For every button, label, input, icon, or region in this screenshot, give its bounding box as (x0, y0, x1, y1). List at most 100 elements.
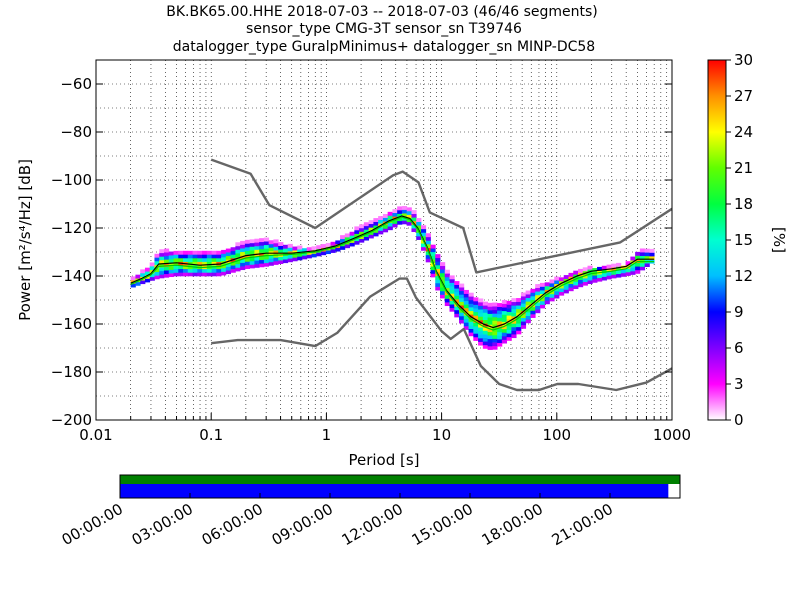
density-cell (463, 293, 469, 298)
density-cell (249, 242, 255, 247)
colorbar-tick-label: 21 (734, 159, 753, 177)
density-cell (563, 289, 569, 294)
density-cell (211, 268, 217, 273)
density-cell (263, 251, 270, 256)
density-cell (497, 303, 503, 307)
density-cell (263, 255, 270, 260)
density-cell (530, 296, 536, 300)
density-cell (425, 233, 431, 238)
coverage-bottom (120, 484, 669, 498)
title-line-3: datalogger_type GuralpMinimus+ datalogge… (173, 39, 595, 55)
density-cell (501, 300, 508, 304)
density-cell (273, 242, 279, 247)
density-cell (259, 245, 265, 250)
density-cell (473, 311, 479, 316)
density-cell (516, 308, 522, 313)
density-cell (459, 301, 465, 306)
y-axis-ticks: −60 −80 −100 −120 −140 −160 −180 −200 (51, 75, 672, 429)
colorbar-tick-label: 9 (734, 303, 744, 321)
density-cell (573, 277, 579, 282)
density-cell (159, 274, 165, 279)
density-cell (368, 227, 374, 232)
density-cell (230, 268, 236, 273)
density-cell (558, 288, 565, 293)
density-cell (440, 265, 446, 270)
density-cell (354, 226, 360, 231)
density-cell (468, 307, 474, 312)
density-cell (425, 244, 431, 248)
density-cell (463, 325, 469, 330)
density-cell (221, 264, 227, 269)
density-cell (492, 309, 498, 314)
density-cell (506, 336, 512, 341)
density-cell (287, 258, 293, 263)
density-cell (539, 304, 546, 309)
density-cell (273, 260, 279, 265)
y-tick-label: −200 (51, 411, 92, 429)
colorbar-tick-label: 6 (734, 339, 744, 357)
density-cell (301, 251, 308, 256)
density-cell (440, 283, 446, 288)
density-cell (192, 261, 198, 266)
density-cell (449, 300, 455, 305)
x-tick-label: 0.1 (199, 426, 223, 444)
density-cell (340, 245, 346, 250)
density-cell (501, 314, 508, 319)
density-cell (506, 300, 512, 305)
density-cell (330, 241, 336, 246)
density-cell (635, 266, 641, 271)
colorbar-tick-label: 30 (734, 51, 753, 69)
density-cell (244, 257, 251, 262)
density-cell (420, 243, 427, 248)
density-cell (359, 227, 365, 232)
density-cell (449, 289, 455, 294)
density-cell (330, 249, 336, 253)
density-cell (268, 258, 274, 263)
density-cell (392, 212, 398, 217)
density-cell (282, 244, 289, 249)
density-cell (235, 253, 241, 257)
density-cell (368, 220, 374, 225)
density-cell (568, 280, 574, 284)
density-cell (520, 299, 527, 304)
density-cell (525, 297, 531, 302)
density-cell (487, 306, 493, 311)
density-cell (511, 308, 517, 313)
density-cell (516, 298, 522, 302)
density-cell (630, 256, 636, 261)
density-cell (140, 272, 146, 277)
density-cell (202, 258, 208, 262)
density-cell (444, 294, 450, 299)
density-cell (349, 242, 355, 247)
density-cell (473, 336, 479, 341)
density-cell (578, 268, 584, 273)
density-cell (644, 248, 650, 253)
density-cell (263, 248, 270, 253)
density-cell (149, 266, 155, 270)
density-cell (430, 255, 436, 260)
density-cell (225, 252, 232, 257)
density-cell (520, 310, 527, 315)
density-cell (497, 317, 503, 322)
density-cell (501, 339, 508, 344)
density-cell (601, 272, 607, 277)
density-cell (273, 250, 279, 255)
density-cell (382, 214, 389, 218)
x-axis-label: Period [s] (348, 451, 419, 469)
density-cell (549, 283, 555, 287)
density-cell (178, 265, 184, 270)
density-cell (601, 265, 607, 270)
density-cell (401, 216, 408, 221)
density-cell (459, 283, 465, 288)
density-cell (168, 262, 174, 267)
density-cell (425, 254, 431, 259)
density-cell (235, 245, 241, 250)
density-cell (149, 276, 155, 281)
density-cell (216, 272, 222, 277)
density-cell (554, 287, 560, 292)
colorbar-label: [%] (770, 227, 788, 253)
density-cell (492, 338, 498, 343)
density-cell (202, 268, 208, 273)
colorbar-tick-label: 12 (734, 267, 753, 285)
